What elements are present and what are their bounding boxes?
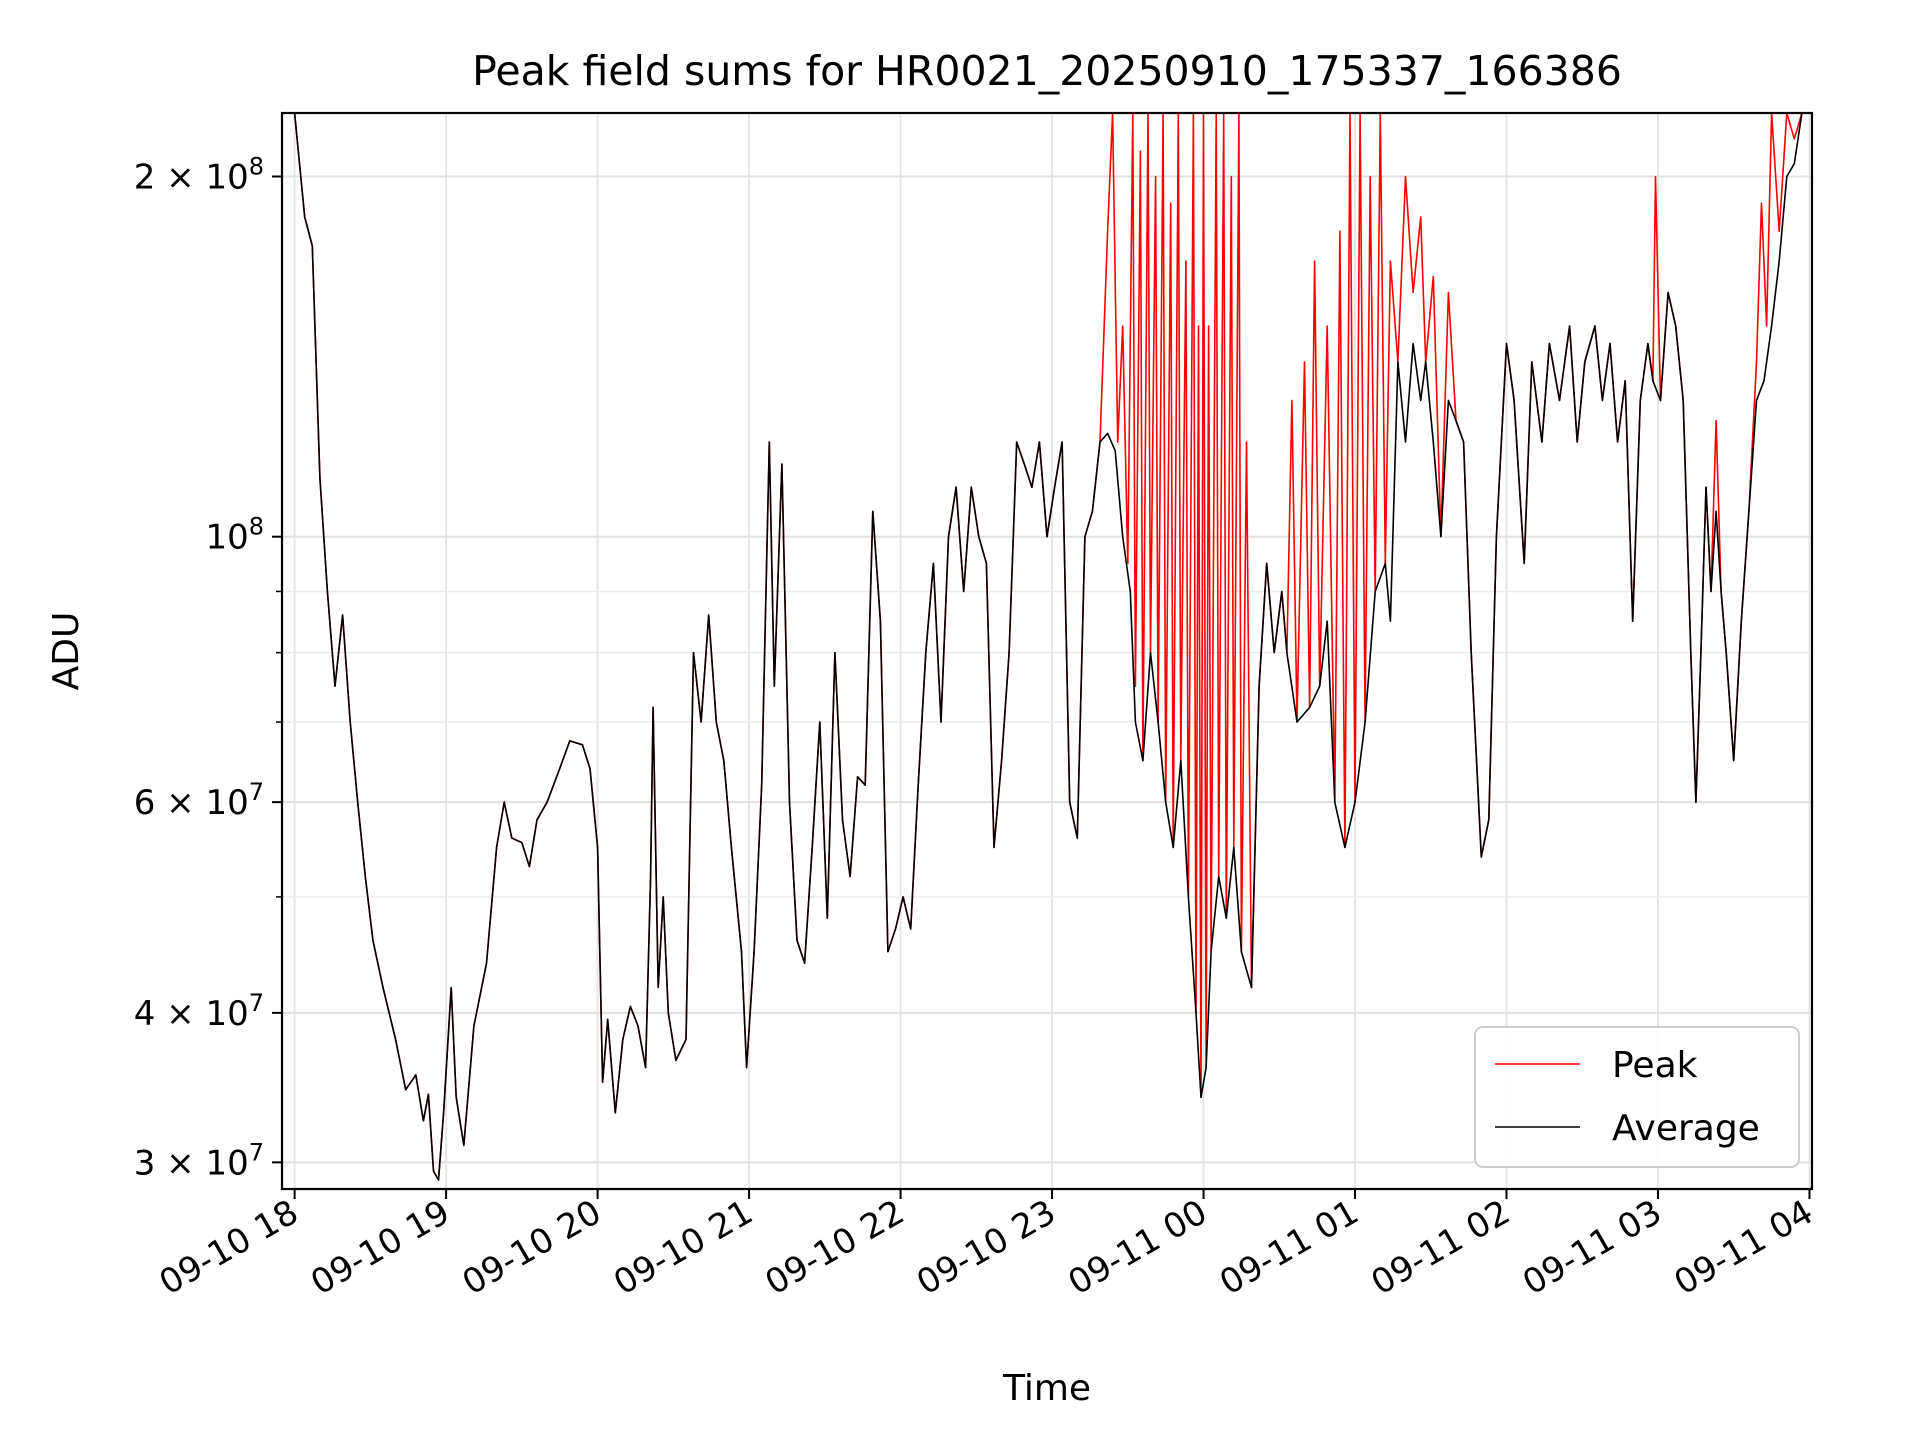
plot-lines xyxy=(282,112,1812,1181)
legend: Peak Average xyxy=(1474,1026,1800,1168)
y-tick-label: 108 xyxy=(205,513,264,558)
x-tick-label: 09-10 18 xyxy=(153,1192,305,1303)
plot-frame xyxy=(280,111,1814,1191)
legend-label-average: Average xyxy=(1612,1108,1760,1149)
series-line-average xyxy=(282,112,1812,1181)
x-tick-label: 09-11 01 xyxy=(1213,1192,1365,1303)
x-tick-label: 09-11 00 xyxy=(1062,1192,1214,1303)
legend-label-peak: Peak xyxy=(1612,1045,1698,1086)
x-tick-label: 09-10 22 xyxy=(759,1192,911,1303)
y-tick-label: 3 × 107 xyxy=(134,1138,264,1183)
x-tick-label: 09-11 04 xyxy=(1668,1192,1820,1303)
x-tick-label: 09-11 03 xyxy=(1516,1192,1668,1303)
y-tick-label: 4 × 107 xyxy=(134,989,264,1034)
y-tick-label: 6 × 107 xyxy=(134,778,264,823)
x-tick-label: 09-10 21 xyxy=(607,1192,759,1303)
x-axis-label: Time xyxy=(1002,1368,1091,1409)
chart-title: Peak field sums for HR0021_20250910_1753… xyxy=(472,47,1622,95)
grid xyxy=(282,113,1812,1189)
y-tick-label: 2 × 108 xyxy=(134,153,264,198)
x-tick-label: 09-10 23 xyxy=(910,1192,1062,1303)
legend-box xyxy=(1474,1026,1800,1168)
y-axis-label: ADU xyxy=(46,612,87,691)
x-tick-label: 09-10 19 xyxy=(304,1192,456,1303)
x-tick-label: 09-10 20 xyxy=(456,1192,608,1303)
x-axis: 09-10 18 09-10 19 09-10 20 09-10 21 09-10 22… xyxy=(153,1189,1820,1303)
x-tick-label: 09-11 02 xyxy=(1365,1192,1517,1303)
series-line-peak xyxy=(282,112,1812,1181)
y-axis: 3 × 107 4 × 107 6 × 107 108 2 × 108 xyxy=(134,153,282,1183)
